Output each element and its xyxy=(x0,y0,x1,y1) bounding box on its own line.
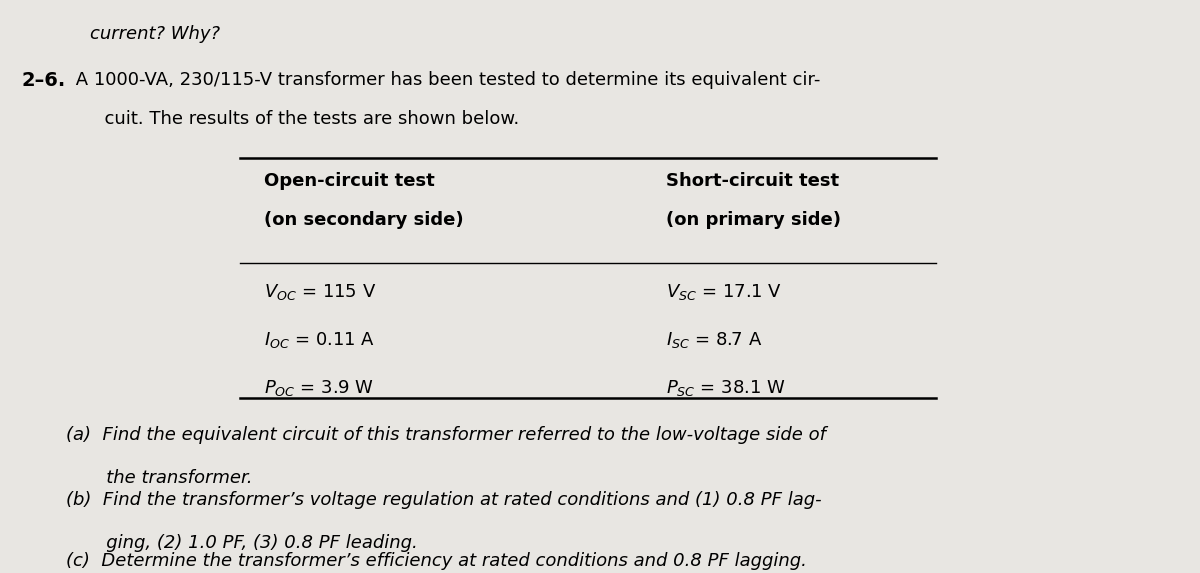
Text: current? Why?: current? Why? xyxy=(90,25,220,44)
Text: (on primary side): (on primary side) xyxy=(666,211,841,229)
Text: $V_{OC}$ = 115 V: $V_{OC}$ = 115 V xyxy=(264,282,377,303)
Text: $P_{OC}$ = 3.9 W: $P_{OC}$ = 3.9 W xyxy=(264,378,374,398)
Text: cuit. The results of the tests are shown below.: cuit. The results of the tests are shown… xyxy=(70,110,518,128)
Text: $V_{SC}$ = 17.1 V: $V_{SC}$ = 17.1 V xyxy=(666,282,782,303)
Text: the transformer.: the transformer. xyxy=(66,469,252,486)
Text: $I_{SC}$ = 8.7 A: $I_{SC}$ = 8.7 A xyxy=(666,331,762,350)
Text: (a)  Find the equivalent circuit of this transformer referred to the low-voltage: (a) Find the equivalent circuit of this … xyxy=(66,426,826,444)
Text: Short-circuit test: Short-circuit test xyxy=(666,172,839,190)
Text: (c)  Determine the transformer’s efficiency at rated conditions and 0.8 PF laggi: (c) Determine the transformer’s efficien… xyxy=(66,552,806,570)
Text: (on secondary side): (on secondary side) xyxy=(264,211,463,229)
Text: A 1000-VA, 230/115-V transformer has been tested to determine its equivalent cir: A 1000-VA, 230/115-V transformer has bee… xyxy=(70,70,820,89)
Text: $P_{SC}$ = 38.1 W: $P_{SC}$ = 38.1 W xyxy=(666,378,786,398)
Text: (b)  Find the transformer’s voltage regulation at rated conditions and (1) 0.8 P: (b) Find the transformer’s voltage regul… xyxy=(66,491,822,509)
Text: ging, (2) 1.0 PF, (3) 0.8 PF leading.: ging, (2) 1.0 PF, (3) 0.8 PF leading. xyxy=(66,533,418,552)
Text: $I_{OC}$ = 0.11 A: $I_{OC}$ = 0.11 A xyxy=(264,331,376,350)
Text: Open-circuit test: Open-circuit test xyxy=(264,172,434,190)
Text: 2–6.: 2–6. xyxy=(22,70,66,89)
